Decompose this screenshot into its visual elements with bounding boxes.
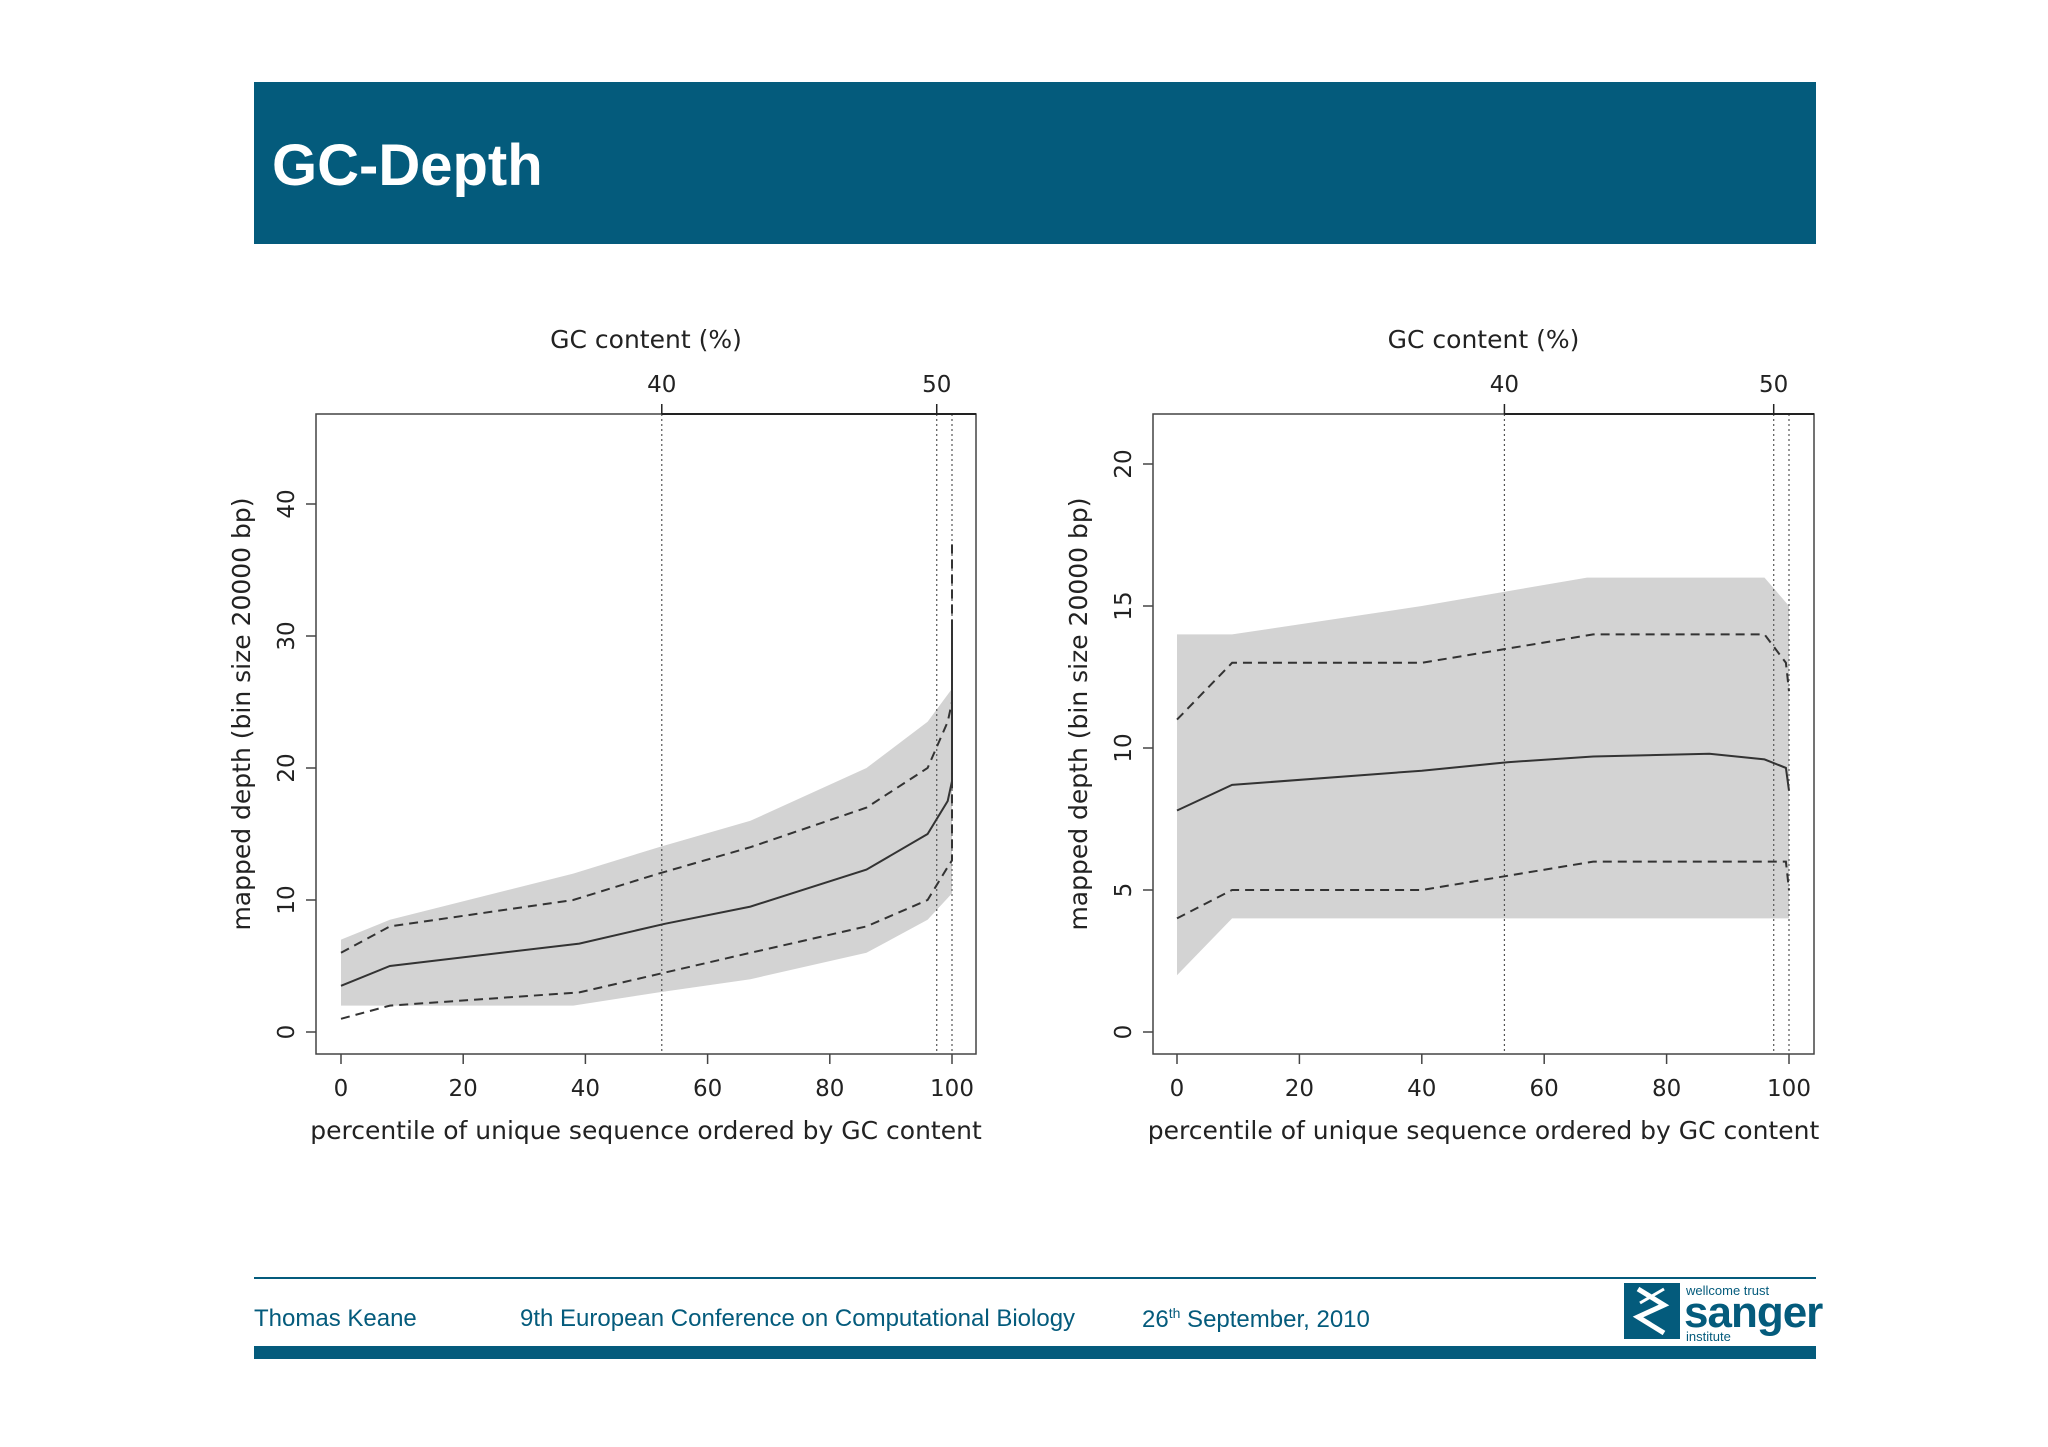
chart1-top-axis-title: GC content (%): [550, 325, 742, 354]
chart1-y-tick-label-20: 20: [274, 753, 300, 782]
footer-author: Thomas Keane: [254, 1305, 417, 1332]
chart2-series-lower-quantile: [1176, 860, 1790, 920]
chart2-x-tick-label-60: 60: [1530, 1076, 1559, 1102]
slide-title: GC-Depth: [272, 133, 543, 198]
footer-divider: [254, 1277, 1816, 1279]
footer-date: 26th September, 2010: [1142, 1305, 1370, 1334]
logo-bottom-text: institute: [1686, 1329, 1731, 1344]
chart1-y-axis-title: mapped depth (bin size 20000 bp): [227, 497, 256, 930]
chart1-x-tick-label-20: 20: [449, 1076, 478, 1102]
chart2-y-tick-label-0: 0: [1111, 1025, 1137, 1040]
chart1-x-tick-label-60: 60: [693, 1076, 722, 1102]
chart1-x-tick-label-0: 0: [334, 1076, 349, 1102]
title-bar: GC-Depth: [254, 82, 1816, 244]
chart2-x-tick-label-100: 100: [1767, 1076, 1811, 1102]
sanger-logo: wellcome trust sanger institute: [1624, 1283, 1823, 1344]
chart1-x-tick-label-100: 100: [930, 1076, 974, 1102]
chart2-top-tick-label-40: 40: [1490, 372, 1519, 398]
chart1-y-tick-label-40: 40: [274, 489, 300, 518]
chart2-y-axis-title: mapped depth (bin size 20000 bp): [1064, 497, 1093, 930]
chart2-top-axis-title: GC content (%): [1388, 325, 1580, 354]
chart2-plot-frame: [1152, 413, 1815, 1055]
chart2-quantile-band: [1177, 577, 1789, 976]
footer-conference: 9th European Conference on Computational…: [520, 1305, 1076, 1332]
chart1-y-tick-label-0: 0: [274, 1025, 300, 1040]
footer-date-rest: September, 2010: [1180, 1306, 1370, 1333]
chart1-y-tick-label-10: 10: [274, 885, 300, 914]
chart2-x-tick-label-80: 80: [1652, 1076, 1681, 1102]
chart1-x-tick-label-80: 80: [815, 1076, 844, 1102]
footer-date-day: 26: [1142, 1306, 1169, 1333]
chart1-x-tick-label-40: 40: [571, 1076, 600, 1102]
chart1-plot-frame: [315, 413, 977, 1055]
chart1-quantile-band: [341, 688, 952, 1006]
logo-main-text: sanger: [1684, 1288, 1823, 1337]
footer-date-suffix: th: [1168, 1305, 1181, 1321]
chart1-y-tick-label-30: 30: [274, 621, 300, 650]
chart2-x-tick-label-20: 20: [1285, 1076, 1314, 1102]
chart2-y-tick-label-15: 15: [1111, 591, 1137, 620]
chart1-top-tick-label-40: 40: [647, 372, 676, 398]
logo-top-text: wellcome trust: [1686, 1283, 1770, 1298]
chart2-x-tick-label-0: 0: [1170, 1076, 1185, 1102]
chart2-x-axis-title: percentile of unique sequence ordered by…: [1148, 1116, 1820, 1145]
dna-helix-icon: [1624, 1283, 1680, 1339]
chart1-series-median: [340, 622, 953, 987]
chart2-y-tick-label-5: 5: [1111, 883, 1137, 898]
chart2-series-median: [1176, 752, 1790, 812]
chart2-y-tick-label-20: 20: [1111, 449, 1137, 478]
chart2-x-tick-label-40: 40: [1407, 1076, 1436, 1102]
chart1-top-tick-label-50: 50: [922, 372, 951, 398]
chart1-x-axis-title: percentile of unique sequence ordered by…: [310, 1116, 982, 1145]
chart2-y-tick-label-10: 10: [1111, 733, 1137, 762]
chart1-series-upper-quantile: [340, 543, 953, 954]
footer-bar: [254, 1346, 1816, 1359]
chart2-top-tick-label-50: 50: [1759, 372, 1788, 398]
chart2-series-upper-quantile: [1176, 633, 1790, 721]
